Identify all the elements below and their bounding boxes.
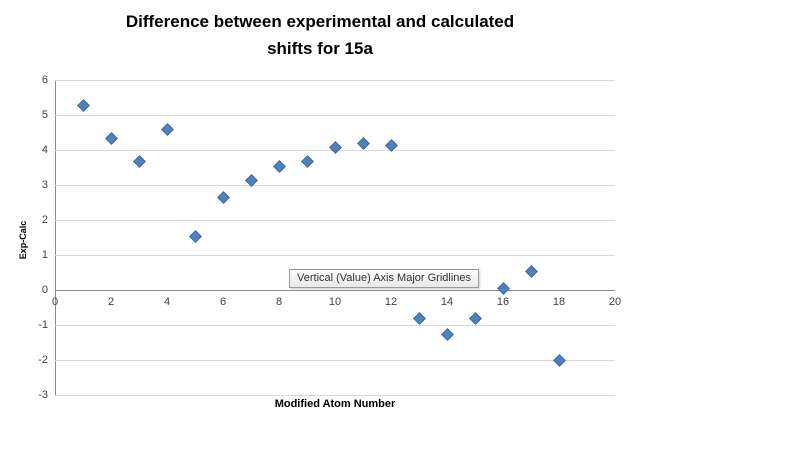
chart-title-line-1: Difference between experimental and calc…	[125, 12, 515, 31]
data-point-marker[interactable]	[497, 282, 510, 296]
x-tick-label: 6	[219, 296, 227, 308]
horizontal-major-gridline[interactable]	[55, 114, 615, 116]
data-point-marker[interactable]	[553, 354, 566, 367]
data-point-marker[interactable]	[413, 312, 426, 325]
plot-area[interactable]: -3 -2 -1 0 1 2 3 4 5 6 0 2 4 6 8 10 12 14 16 18 20	[38, 74, 621, 401]
x-axis-line[interactable]	[55, 290, 615, 291]
data-point-marker[interactable]	[357, 137, 370, 150]
x-tick-label: 4	[163, 296, 171, 308]
data-point-marker[interactable]	[301, 154, 314, 168]
y-tick-label: 3	[41, 179, 48, 191]
data-point-marker[interactable]	[161, 123, 174, 136]
data-point-marker[interactable]	[441, 327, 454, 341]
y-tick-label: 2	[41, 213, 48, 226]
data-point-marker[interactable]	[469, 312, 482, 325]
y-tick-label: 5	[41, 108, 48, 121]
data-point-marker[interactable]	[217, 191, 230, 205]
chart-title[interactable]: Difference between experimental and calc…	[40, 8, 600, 62]
horizontal-major-gridline[interactable]	[55, 359, 615, 361]
x-tick-label: 12	[384, 296, 398, 308]
horizontal-major-gridline[interactable]	[55, 395, 615, 396]
horizontal-major-gridline[interactable]	[55, 325, 615, 326]
data-point-marker[interactable]	[189, 229, 202, 243]
x-tick-label: 18	[552, 296, 566, 308]
x-tick-label: 20	[608, 296, 622, 308]
x-tick-label: 14	[440, 296, 454, 308]
y-tick-label: -1	[38, 319, 48, 331]
data-point-marker[interactable]	[77, 98, 90, 112]
horizontal-major-gridline[interactable]	[55, 80, 615, 81]
x-tick-label: 8	[275, 296, 283, 308]
x-tick-label: 2	[107, 296, 115, 308]
data-point-marker[interactable]	[133, 154, 146, 168]
y-tick-label: -3	[38, 389, 48, 401]
y-axis-line[interactable]	[55, 80, 56, 395]
y-tick-label: 4	[41, 143, 48, 156]
data-point-marker[interactable]	[273, 159, 286, 173]
x-axis-title[interactable]: Modified Atom Number	[274, 398, 396, 410]
x-tick-label: 10	[328, 296, 342, 308]
y-tick-label: 1	[41, 249, 48, 261]
x-tick-label: 0	[51, 296, 59, 308]
data-point-marker[interactable]	[105, 131, 118, 145]
horizontal-major-gridline[interactable]	[55, 219, 615, 221]
x-tick-label: 16	[496, 296, 510, 308]
data-point-marker[interactable]	[525, 264, 538, 278]
y-axis-title[interactable]: Exp-Calc	[18, 220, 28, 260]
horizontal-major-gridline[interactable]	[55, 185, 615, 186]
data-point-marker[interactable]	[329, 140, 342, 154]
y-tick-label: -2	[38, 353, 48, 366]
horizontal-major-gridline[interactable]	[55, 255, 615, 256]
gridlines-tooltip: Vertical (Value) Axis Major Gridlines	[289, 269, 480, 288]
chart-title-line-2: shifts for 15a	[267, 39, 373, 59]
y-tick-label: 6	[41, 74, 48, 86]
y-tick-label: 0	[41, 284, 48, 296]
